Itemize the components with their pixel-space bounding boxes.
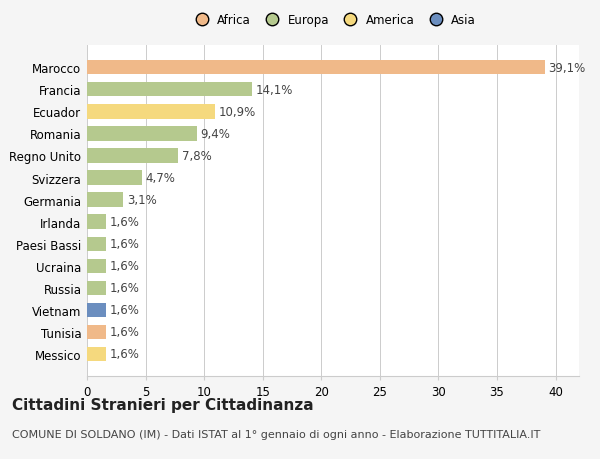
Bar bbox=[87, 105, 215, 119]
Bar bbox=[87, 281, 106, 295]
Text: 7,8%: 7,8% bbox=[182, 150, 212, 162]
Bar bbox=[87, 325, 106, 339]
Bar bbox=[87, 347, 106, 361]
Text: 1,6%: 1,6% bbox=[109, 326, 139, 339]
Bar bbox=[87, 303, 106, 317]
Text: 1,6%: 1,6% bbox=[109, 348, 139, 361]
Bar bbox=[87, 237, 106, 252]
Text: 1,6%: 1,6% bbox=[109, 304, 139, 317]
Text: 1,6%: 1,6% bbox=[109, 216, 139, 229]
Text: 10,9%: 10,9% bbox=[218, 106, 256, 118]
Text: 3,1%: 3,1% bbox=[127, 194, 157, 207]
Bar bbox=[87, 259, 106, 273]
Bar bbox=[87, 215, 106, 230]
Text: 1,6%: 1,6% bbox=[109, 238, 139, 251]
Bar bbox=[87, 149, 178, 163]
Bar bbox=[87, 193, 124, 207]
Text: 1,6%: 1,6% bbox=[109, 260, 139, 273]
Bar bbox=[87, 171, 142, 185]
Bar bbox=[87, 127, 197, 141]
Text: 39,1%: 39,1% bbox=[548, 62, 586, 74]
Bar bbox=[87, 83, 252, 97]
Legend: Africa, Europa, America, Asia: Africa, Europa, America, Asia bbox=[190, 14, 476, 27]
Text: 9,4%: 9,4% bbox=[200, 128, 230, 140]
Text: 4,7%: 4,7% bbox=[146, 172, 175, 185]
Text: 14,1%: 14,1% bbox=[256, 84, 293, 96]
Text: Cittadini Stranieri per Cittadinanza: Cittadini Stranieri per Cittadinanza bbox=[12, 397, 314, 412]
Bar bbox=[87, 61, 545, 75]
Text: COMUNE DI SOLDANO (IM) - Dati ISTAT al 1° gennaio di ogni anno - Elaborazione TU: COMUNE DI SOLDANO (IM) - Dati ISTAT al 1… bbox=[12, 429, 541, 439]
Text: 1,6%: 1,6% bbox=[109, 282, 139, 295]
